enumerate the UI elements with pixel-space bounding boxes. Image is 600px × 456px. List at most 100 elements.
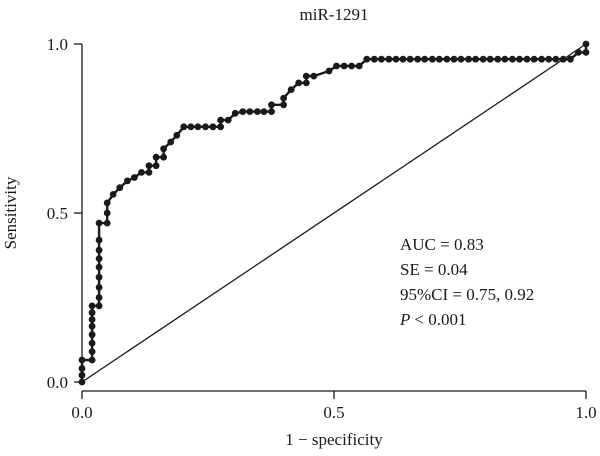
roc-point (280, 94, 287, 102)
roc-point (95, 263, 103, 271)
roc-point (254, 108, 261, 115)
roc-point (95, 302, 103, 310)
roc-point (145, 169, 153, 176)
x-tick-label: 0.5 (323, 403, 344, 422)
y-tick-label: 1.0 (47, 35, 68, 54)
roc-point (194, 123, 202, 131)
roc-point (231, 109, 239, 117)
roc-point (575, 49, 582, 56)
x-tick-label: 1.0 (575, 403, 596, 422)
roc-point (88, 309, 96, 317)
roc-point (152, 153, 160, 161)
stats-annotation: AUC = 0.83 SE = 0.04 95%CI = 0.75, 0.92 … (399, 235, 534, 329)
roc-point (95, 219, 103, 227)
roc-point (88, 356, 96, 364)
roc-point (295, 79, 303, 87)
roc-point (88, 348, 96, 355)
x-tick-label: 0.0 (71, 403, 92, 422)
roc-point (124, 177, 131, 185)
roc-point (567, 55, 574, 63)
roc-point (559, 55, 567, 63)
roc-point (78, 371, 86, 379)
roc-point (302, 79, 310, 87)
roc-point (268, 108, 275, 115)
chart-title: miR-1291 (300, 5, 369, 24)
roc-point (160, 145, 168, 153)
roc-point (392, 55, 400, 63)
ci-text: 95%CI = 0.75, 0.92 (400, 285, 534, 304)
roc-point (95, 236, 103, 244)
roc-point (486, 55, 494, 63)
roc-point (538, 55, 545, 63)
roc-point (187, 123, 195, 131)
roc-point (217, 123, 225, 131)
x-axis: 0.0 0.5 1.0 1 − specificity (71, 390, 597, 449)
roc-point (287, 86, 295, 93)
p-value-rest: < 0.001 (414, 310, 466, 329)
roc-point (103, 199, 111, 207)
roc-point (280, 101, 287, 109)
y-tick-label: 0.5 (47, 204, 68, 223)
roc-point (246, 108, 254, 115)
roc-point (131, 174, 138, 181)
roc-point (348, 62, 355, 70)
roc-point (88, 322, 96, 330)
roc-point (582, 40, 590, 48)
roc-point (325, 67, 333, 75)
roc-point (78, 378, 86, 386)
roc-point (399, 55, 407, 63)
roc-point (530, 55, 538, 63)
y-tick-label: 0.0 (47, 373, 68, 392)
roc-point (516, 55, 523, 63)
roc-point (95, 294, 103, 301)
roc-point (406, 55, 414, 63)
roc-point (209, 123, 217, 131)
roc-point (88, 316, 96, 323)
roc-point (428, 55, 436, 63)
roc-point (88, 302, 96, 310)
roc-point (116, 184, 124, 192)
roc-point (302, 72, 310, 80)
roc-point (202, 123, 209, 131)
roc-point (494, 55, 502, 63)
roc-point (552, 55, 560, 63)
x-axis-label: 1 − specificity (285, 430, 383, 449)
roc-point (414, 55, 422, 63)
p-value-text: P < 0.001 (399, 310, 466, 329)
roc-point (180, 123, 188, 131)
y-axis-label: Sensitivity (1, 176, 20, 249)
roc-point (88, 339, 96, 347)
roc-point (138, 169, 145, 176)
roc-point (333, 62, 340, 70)
roc-point (509, 55, 516, 63)
roc-point (545, 55, 553, 63)
roc-point (103, 209, 111, 217)
roc-point (465, 55, 472, 63)
roc-point (310, 72, 318, 80)
roc-point (109, 191, 117, 198)
roc-point (152, 162, 160, 170)
roc-points (78, 40, 590, 386)
reference-diagonal-line (81, 43, 587, 383)
roc-point (78, 356, 86, 364)
roc-point (378, 55, 385, 63)
roc-point (78, 365, 86, 372)
roc-point (582, 49, 590, 56)
se-text: SE = 0.04 (400, 260, 468, 279)
roc-point (224, 116, 232, 124)
roc-point (239, 108, 247, 115)
roc-point (385, 55, 393, 63)
roc-point (421, 55, 429, 63)
auc-text: AUC = 0.83 (400, 235, 484, 254)
roc-point (268, 101, 275, 109)
roc-point (443, 55, 451, 63)
roc-point (523, 55, 531, 63)
roc-point (145, 162, 153, 170)
roc-point (457, 55, 465, 63)
roc-point (479, 55, 487, 63)
y-axis: 0.0 0.5 1.0 Sensitivity (1, 35, 83, 392)
roc-point (450, 55, 458, 63)
roc-point (217, 116, 225, 124)
roc-point (95, 273, 103, 281)
